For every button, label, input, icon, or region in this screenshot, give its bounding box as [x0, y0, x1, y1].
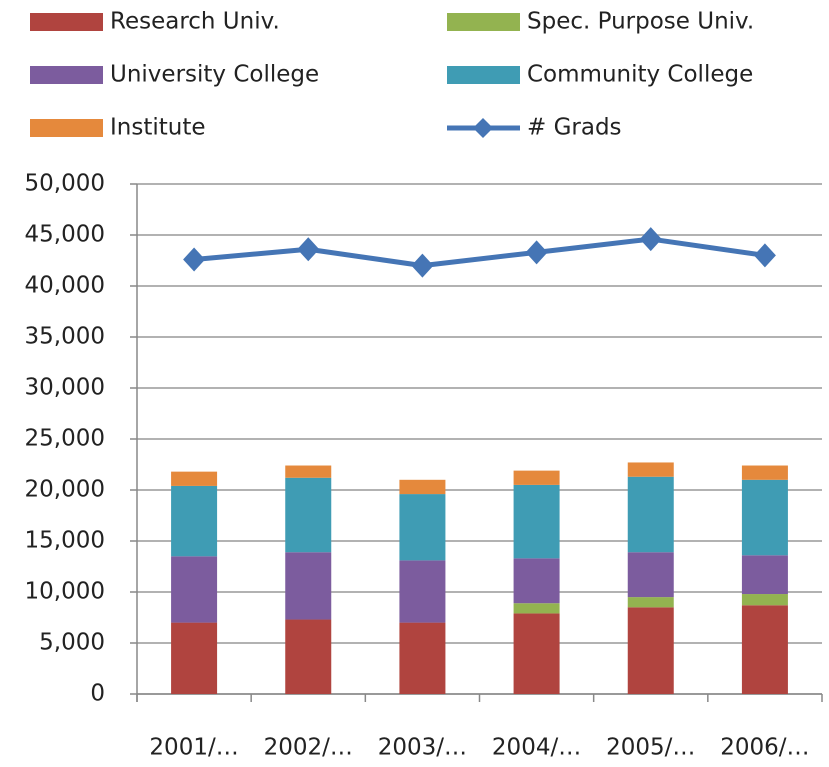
legend-label: University College: [110, 62, 319, 88]
bar-segment: [399, 479, 446, 495]
legend-swatch: [30, 66, 103, 84]
bar-segment: [741, 479, 788, 556]
line-marker: [639, 227, 662, 252]
line-marker: [525, 240, 548, 265]
legend-swatch: [447, 13, 520, 31]
line-marker: [753, 243, 776, 268]
bar-segment: [399, 494, 446, 561]
bar-segment: [171, 485, 218, 557]
y-tick-label: 25,000: [25, 426, 105, 452]
y-tick-label: 50,000: [25, 171, 105, 197]
line-marker: [411, 253, 434, 278]
line-marker: [297, 237, 320, 262]
y-tick-label: 20,000: [25, 477, 105, 503]
bar-segment: [741, 594, 788, 606]
bar-segment: [513, 603, 560, 614]
bar-segment: [627, 476, 674, 553]
y-tick-label: 15,000: [25, 528, 105, 554]
bar-segment: [627, 462, 674, 477]
x-tick-label: 2005/…: [606, 735, 695, 761]
legend-swatch: [30, 13, 103, 31]
bar-segment: [741, 605, 788, 694]
legend-swatch: [447, 66, 520, 84]
y-tick-label: 0: [90, 681, 105, 707]
legend-label: Research Univ.: [110, 9, 280, 35]
bar-segment: [399, 622, 446, 694]
bar-segment: [741, 555, 788, 595]
legend-label: Institute: [110, 115, 206, 141]
legend-label: Spec. Purpose Univ.: [527, 9, 754, 35]
bar-segment: [513, 613, 560, 694]
bar-segment: [513, 470, 560, 485]
bar-segment: [171, 556, 218, 623]
bar-segment: [285, 619, 332, 694]
y-tick-label: 10,000: [25, 579, 105, 605]
bar-segment: [285, 465, 332, 478]
bar-segment: [399, 560, 446, 623]
y-tick-label: 30,000: [25, 375, 105, 401]
x-tick-label: 2002/…: [264, 735, 353, 761]
legend-label: Community College: [527, 62, 753, 88]
bar-segment: [513, 558, 560, 604]
bar-segment: [171, 471, 218, 486]
bar-segment: [285, 552, 332, 620]
line-marker: [183, 247, 206, 272]
x-tick-label: 2001/…: [149, 735, 238, 761]
bar-segment: [741, 465, 788, 480]
x-tick-label: 2006/…: [720, 735, 809, 761]
y-tick-label: 40,000: [25, 273, 105, 299]
bar-segment: [171, 622, 218, 694]
line-series: [193, 236, 766, 269]
bar-segment: [627, 607, 674, 694]
legend-swatch: [30, 119, 103, 137]
y-tick-label: 35,000: [25, 324, 105, 350]
x-tick-label: 2004/…: [492, 735, 581, 761]
y-tick-label: 45,000: [25, 222, 105, 248]
bar-segment: [513, 484, 560, 559]
bar-segment: [627, 597, 674, 608]
x-tick-label: 2003/…: [378, 735, 467, 761]
bar-segment: [627, 552, 674, 598]
legend-label: # Grads: [527, 115, 622, 141]
legend-marker: [473, 118, 493, 138]
y-tick-label: 5,000: [39, 630, 105, 656]
bar-segment: [285, 477, 332, 553]
